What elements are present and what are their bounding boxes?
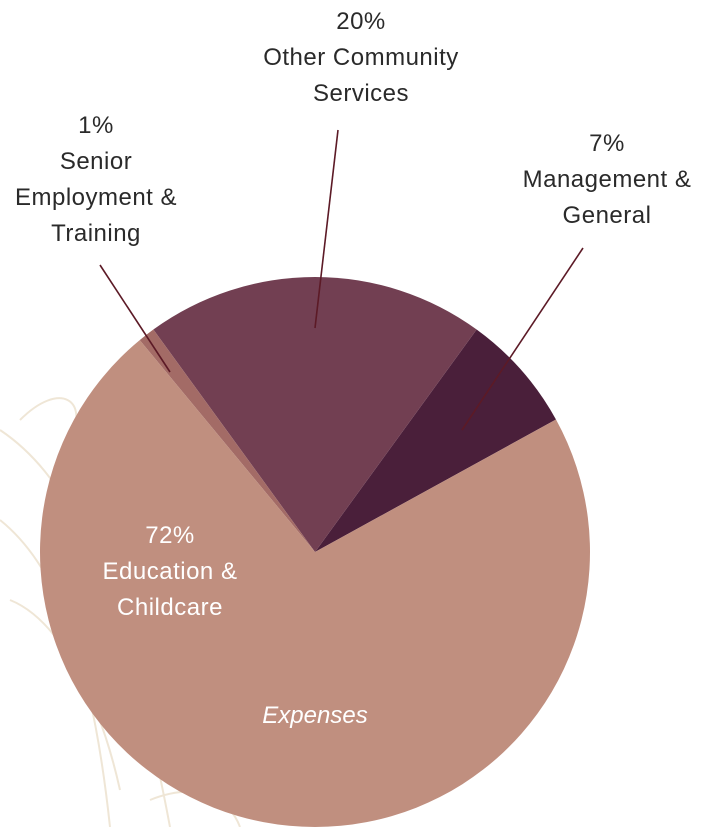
slice-label: 20% Other Community Services	[226, 4, 496, 112]
pie-slice	[153, 277, 477, 552]
category-label: Management & General	[522, 166, 692, 229]
slice-label: 72% Education & Childcare	[80, 518, 260, 626]
value-label: 72%	[145, 522, 195, 549]
category-label: Senior Employment & Training	[14, 148, 178, 247]
value-label: 1%	[78, 112, 114, 139]
chart-subtitle: Expenses	[262, 702, 368, 729]
value-label: 20%	[336, 8, 386, 35]
leader-line	[99, 264, 171, 373]
slice-label: 1% Senior Employment & Training	[1, 108, 191, 252]
pie-slice	[40, 340, 591, 827]
leader-line	[461, 247, 584, 431]
pie-slice	[315, 329, 556, 552]
pie-slice	[139, 329, 315, 552]
leader-lines	[99, 129, 584, 431]
value-label: 7%	[589, 130, 625, 157]
leader-line	[314, 129, 339, 329]
slice-label: 7% Management & General	[507, 126, 701, 234]
category-label: Other Community Services	[263, 44, 459, 107]
category-label: Education & Childcare	[102, 558, 238, 621]
